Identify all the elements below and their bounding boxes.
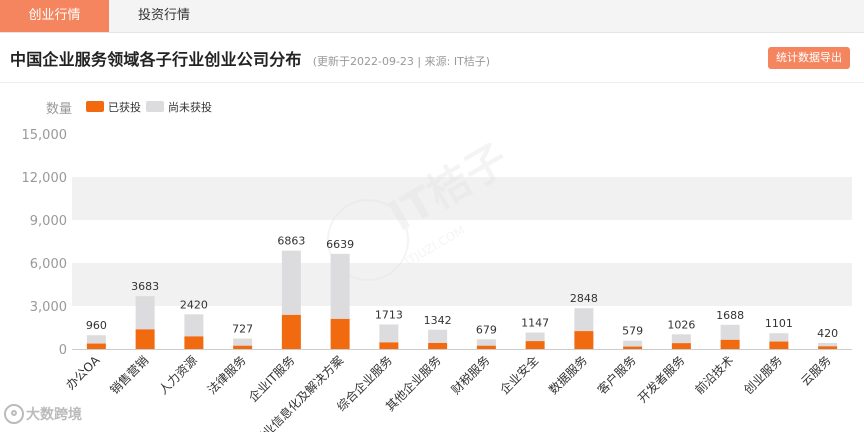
bar-total-label: 2420: [180, 298, 208, 311]
x-tick-label: 创业服务: [740, 353, 785, 398]
bar-not-invested: [379, 324, 399, 343]
bar-total-label: 727: [232, 323, 253, 336]
y-axis: 0 3,000 6,000 9,000 12,000 15,000: [22, 128, 852, 358]
footer-brand: 大数跨境: [26, 407, 82, 423]
bar-total-label: 1713: [375, 308, 403, 321]
bar-invested: [428, 342, 448, 349]
y-tick-label: 12,000: [22, 171, 68, 186]
tab-investment-market[interactable]: 投资行情: [137, 8, 190, 23]
bar-not-invested: [574, 308, 594, 332]
bar-total-label: 6639: [326, 238, 354, 251]
tab-startup-market[interactable]: 创业行情: [0, 0, 109, 32]
bar-not-invested: [281, 250, 301, 315]
legend-label: 已获投: [108, 100, 141, 114]
x-tick-label: 数据服务: [545, 353, 590, 398]
y-tick-label: 9,000: [30, 214, 67, 229]
x-tick-label: 销售营销: [107, 353, 152, 398]
page-subtitle: (更新于2022-09-23 | 来源: IT桔子): [312, 55, 491, 68]
x-tick-label: 财税服务: [448, 353, 493, 398]
legend-swatch: [146, 101, 164, 112]
grid-band: [72, 177, 852, 220]
grid-bands: [72, 177, 852, 306]
bar-invested: [135, 329, 155, 349]
bar-not-invested: [623, 340, 643, 347]
header-divider: [0, 82, 864, 83]
watermark-brand: IT桔子: [381, 134, 517, 241]
y-tick-label: 0: [59, 343, 67, 358]
brand-logo-icon: [4, 404, 24, 424]
x-tick-label: 开发者服务: [634, 353, 687, 406]
bar-invested: [86, 343, 106, 349]
bar-invested: [379, 342, 399, 349]
bar-total-label: 6863: [277, 235, 305, 248]
x-tick-label: 人力资源: [156, 353, 200, 397]
legend-label: 尚未获投: [168, 100, 212, 114]
legend-swatch: [86, 101, 104, 112]
x-axis: 办公OA 销售营销 人力资源 法律服务企业IT服务行业信息化及解决方案综合企业服务其他…: [63, 352, 834, 432]
bar-not-invested: [720, 324, 740, 340]
bar-not-invested: [428, 329, 448, 343]
bar-not-invested: [86, 335, 106, 344]
bar-invested: [574, 331, 594, 349]
bar-total-label: 579: [622, 325, 643, 338]
x-tick-label: 客户服务: [594, 353, 639, 398]
y-tick-label: 15,000: [22, 128, 68, 143]
y-axis-label: 数量: [46, 102, 72, 117]
bar-not-invested: [525, 332, 545, 342]
watermark-logo-icon: [327, 199, 409, 281]
bar-invested: [720, 339, 740, 349]
bar-total-label: 1101: [765, 317, 793, 330]
bar-invested: [525, 341, 545, 349]
bar-invested: [330, 318, 350, 349]
bar-not-invested: [135, 296, 155, 330]
x-tick-label: 企业安全: [497, 353, 542, 398]
bar-invested: [769, 341, 789, 349]
bar-invested: [184, 336, 204, 349]
bar-invested: [818, 346, 838, 349]
bar-not-invested: [233, 338, 253, 346]
grid-band: [72, 263, 852, 306]
page-title: 中国企业服务领域各子行业创业公司分布: [10, 50, 302, 69]
bar-not-invested: [769, 333, 789, 342]
y-tick-label: 6,000: [30, 257, 67, 272]
x-tick-label: 企业IT服务: [245, 353, 297, 405]
bar-not-invested: [671, 334, 691, 344]
bar-invested: [233, 345, 253, 349]
y-tick-label: 3,000: [30, 300, 67, 315]
export-data-button[interactable]: 统计数据导出: [768, 47, 850, 69]
bar-not-invested: [330, 253, 350, 319]
bar-invested: [281, 314, 301, 349]
bar-total-label: 1342: [424, 314, 452, 327]
bar-total-label: 1147: [521, 317, 549, 330]
bar-invested: [623, 346, 643, 349]
footer-logo: 大数跨境: [4, 401, 82, 427]
bar-not-invested: [184, 314, 204, 337]
bar-not-invested: [818, 342, 838, 347]
bars: 960 3683 2420 727 6863 6639 1713 1342 679 1147 284…: [86, 235, 838, 349]
bar-invested: [476, 345, 496, 349]
bar-total-label: 1026: [667, 318, 695, 331]
x-tick-label: 云服务: [798, 353, 834, 389]
legend: 已获投 尚未获投: [86, 100, 212, 114]
bar-total-label: 3683: [131, 280, 159, 293]
bar-total-label: 960: [86, 319, 107, 332]
title-row: 中国企业服务领域各子行业创业公司分布 (更新于2022-09-23 | 来源: …: [10, 46, 490, 70]
x-tick-label: 前沿技术: [692, 353, 737, 398]
bar-total-label: 679: [476, 323, 497, 336]
bar-invested: [671, 343, 691, 349]
tab-bar: 创业行情 投资行情: [0, 0, 864, 33]
bar-total-label: 1688: [716, 309, 744, 322]
bar-total-label: 2848: [570, 292, 598, 305]
x-tick-label: 法律服务: [204, 353, 249, 398]
x-tick-label: 办公OA: [63, 352, 103, 392]
bar-total-label: 420: [817, 327, 838, 340]
bar-not-invested: [476, 339, 496, 346]
